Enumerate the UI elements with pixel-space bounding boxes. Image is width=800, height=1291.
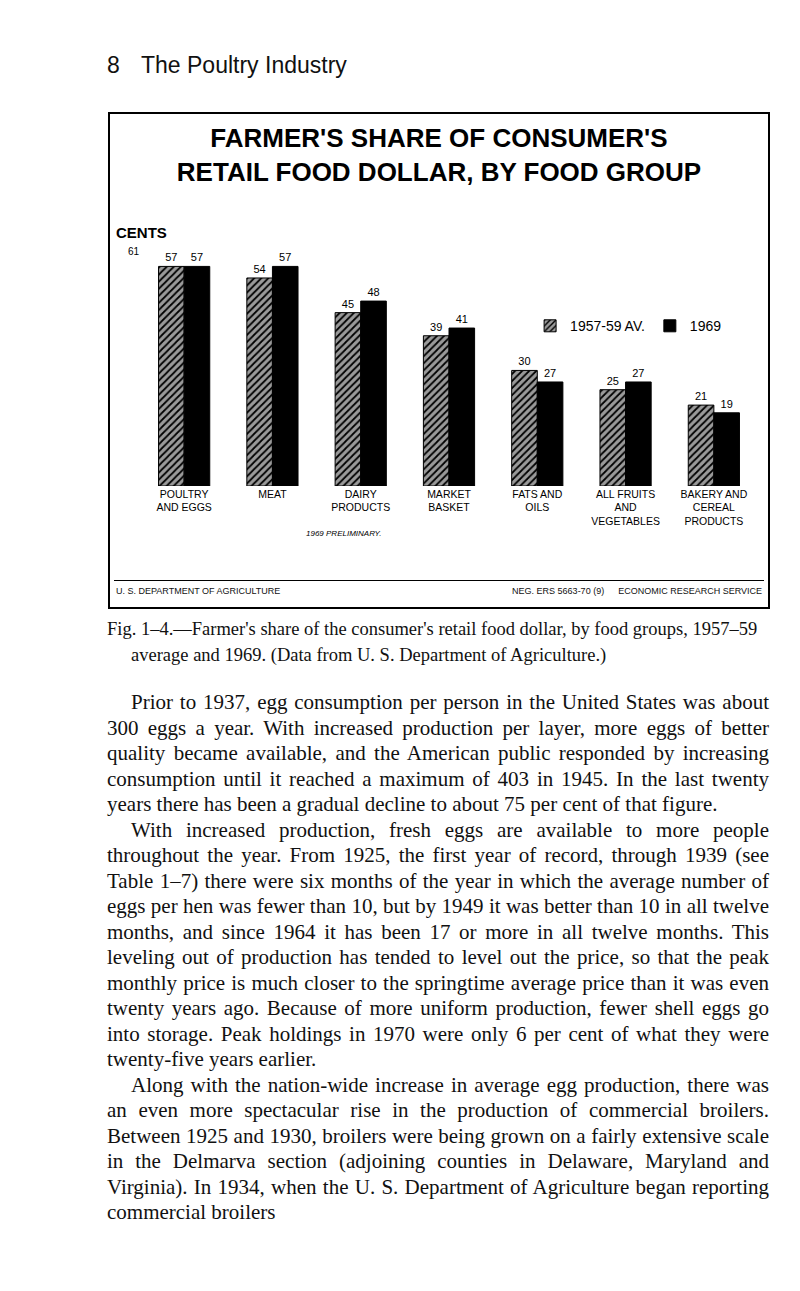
svg-text:1969: 1969: [690, 318, 721, 334]
html-text:Along with the nation-wide inc: Along with the nation-wide increase in a…: [107, 1072, 769, 1224]
svg-text:57: 57: [165, 251, 177, 263]
html-text:With increased production, fre: With increased production, fresh eggs ar…: [107, 817, 769, 1071]
html-text:8: 8: [107, 52, 120, 78]
html-text:ECONOMIC RESEARCH SERVICE: ECONOMIC RESEARCH SERVICE: [618, 586, 762, 596]
svg-text:41: 41: [456, 313, 468, 325]
html-text:U. S. DEPARTMENT OF AGRICULTUR: U. S. DEPARTMENT OF AGRICULTURE: [116, 586, 281, 596]
svg-text:CENTS: CENTS: [116, 224, 167, 241]
svg-text:FATS ANDOILS: FATS ANDOILS: [512, 488, 562, 514]
svg-text:57: 57: [279, 251, 291, 263]
svg-text:57: 57: [191, 251, 203, 263]
html-text:NEG. ERS 5663-70 (9): NEG. ERS 5663-70 (9): [512, 586, 605, 596]
svg-text:POULTRYAND EGGS: POULTRYAND EGGS: [156, 488, 211, 514]
svg-text:FARMER'S SHARE OF CONSUMER'SRE: FARMER'S SHARE OF CONSUMER'SRETAIL FOOD …: [177, 123, 701, 187]
svg-text:1957-59 AV.: 1957-59 AV.: [570, 318, 645, 334]
svg-text:45: 45: [342, 298, 354, 310]
html-text:Fig. 1–4.—Farmer's share of th: Fig. 1–4.—Farmer's share of the consumer…: [107, 619, 758, 665]
svg-text:39: 39: [430, 321, 442, 333]
svg-text:61: 61: [128, 246, 140, 257]
svg-text:MEAT: MEAT: [258, 488, 287, 500]
svg-text:1969 PRELIMINARY.: 1969 PRELIMINARY.: [306, 529, 381, 538]
html-text:Prior to 1937, egg consumption: Prior to 1937, egg consumption per perso…: [107, 690, 769, 816]
svg-text:19: 19: [721, 398, 733, 410]
svg-text:48: 48: [367, 286, 379, 298]
svg-text:DAIRYPRODUCTS: DAIRYPRODUCTS: [331, 488, 390, 514]
svg-text:30: 30: [518, 355, 530, 367]
svg-text:54: 54: [254, 263, 266, 275]
svg-text:BAKERY ANDCEREALPRODUCTS: BAKERY ANDCEREALPRODUCTS: [680, 488, 747, 527]
svg-text:27: 27: [544, 367, 556, 379]
svg-text:MARKETBASKET: MARKETBASKET: [427, 488, 471, 514]
svg-text:21: 21: [695, 390, 707, 402]
svg-text:27: 27: [632, 367, 644, 379]
svg-text:ALL FRUITSANDVEGETABLES: ALL FRUITSANDVEGETABLES: [591, 488, 660, 527]
svg-text:25: 25: [607, 375, 619, 387]
html-text:The Poultry Industry: The Poultry Industry: [141, 52, 347, 78]
